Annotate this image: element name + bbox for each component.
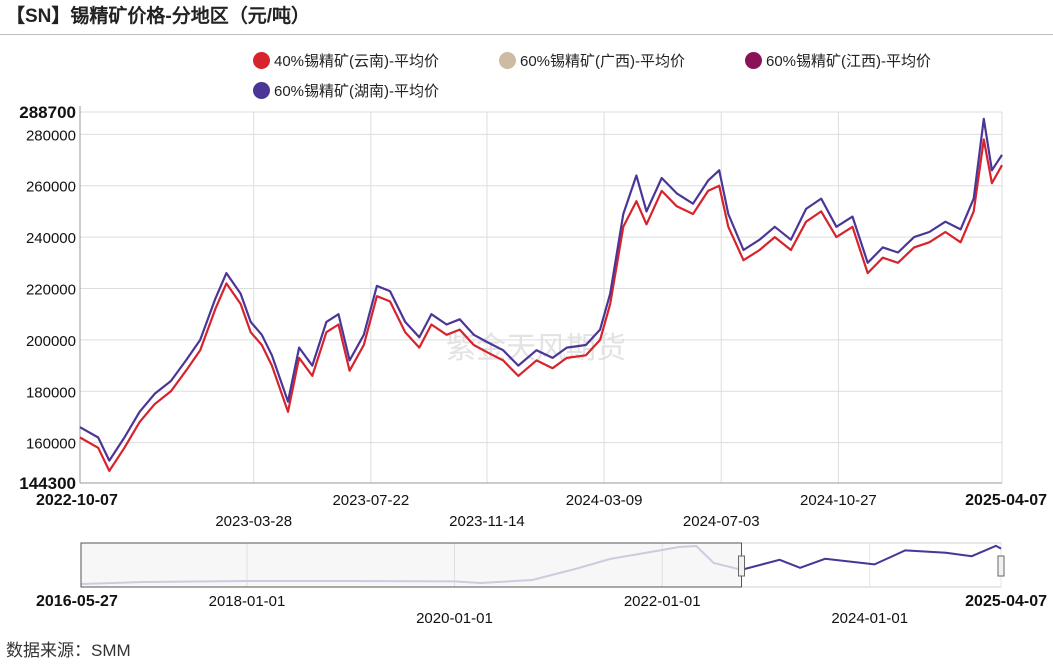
navigator-selected-line	[741, 544, 1002, 571]
navigator-right-handle[interactable]	[997, 555, 1005, 577]
x-tick-label: 2023-07-22	[332, 492, 409, 509]
legend-item-yunnan[interactable]: 40%锡精矿(云南)-平均价	[253, 50, 439, 71]
legend-label-hunan: 60%锡精矿(湖南)-平均价	[274, 83, 440, 100]
legend-marker-yunnan	[253, 52, 270, 69]
data-source-note: 数据来源：SMM	[6, 641, 131, 660]
navigator-x-tick-label: 2020-01-01	[416, 610, 493, 627]
series-line-yunnan	[79, 138, 1003, 472]
x-tick-label: 2025-04-07	[965, 492, 1047, 509]
y-tick-label: 240000	[26, 230, 76, 247]
navigator-left-handle[interactable]	[738, 555, 746, 577]
navigator-x-tick-label: 2024-01-01	[831, 610, 908, 627]
legend-marker-hunan	[253, 82, 270, 99]
legend-label-guangxi: 60%锡精矿(广西)-平均价	[520, 53, 686, 70]
x-tick-label: 2023-11-14	[449, 513, 525, 530]
legend-item-guangxi[interactable]: 60%锡精矿(广西)-平均价	[499, 50, 685, 71]
navigator-x-tick-label: 2025-04-07	[965, 593, 1047, 610]
y-tick-label: 280000	[26, 127, 76, 144]
navigator-x-tick-label: 2022-01-01	[624, 593, 701, 610]
x-tick-label: 2024-10-27	[800, 492, 877, 509]
series-line-hunan	[79, 117, 1003, 462]
chart-title: 【SN】锡精矿价格-分地区（元/吨）	[6, 6, 311, 27]
legend-label-yunnan: 40%锡精矿(云南)-平均价	[274, 53, 440, 70]
y-tick-label: 220000	[26, 282, 76, 299]
y-tick-label: 260000	[26, 179, 76, 196]
title-divider	[0, 34, 1053, 35]
legend-item-hunan[interactable]: 60%锡精矿(湖南)-平均价	[253, 80, 439, 101]
navigator-x-tick-label: 2016-05-27	[36, 593, 118, 610]
x-tick-label: 2024-07-03	[683, 513, 760, 530]
y-tick-label: 160000	[26, 436, 76, 453]
y-tick-label: 144300	[19, 474, 76, 493]
x-tick-label: 2022-10-07	[36, 492, 118, 509]
legend-item-jiangxi[interactable]: 60%锡精矿(江西)-平均价	[745, 50, 931, 71]
navigator-x-tick-label: 2018-01-01	[209, 593, 286, 610]
legend-marker-guangxi	[499, 52, 516, 69]
legend-label-jiangxi: 60%锡精矿(江西)-平均价	[766, 53, 932, 70]
navigator-unselected-mask	[80, 542, 743, 588]
y-tick-label: 180000	[26, 384, 76, 401]
x-tick-label: 2023-03-28	[215, 513, 292, 530]
x-tick-label: 2024-03-09	[566, 492, 643, 509]
y-tick-label: 200000	[26, 333, 76, 350]
y-tick-label: 288700	[19, 103, 76, 122]
legend-marker-jiangxi	[745, 52, 762, 69]
